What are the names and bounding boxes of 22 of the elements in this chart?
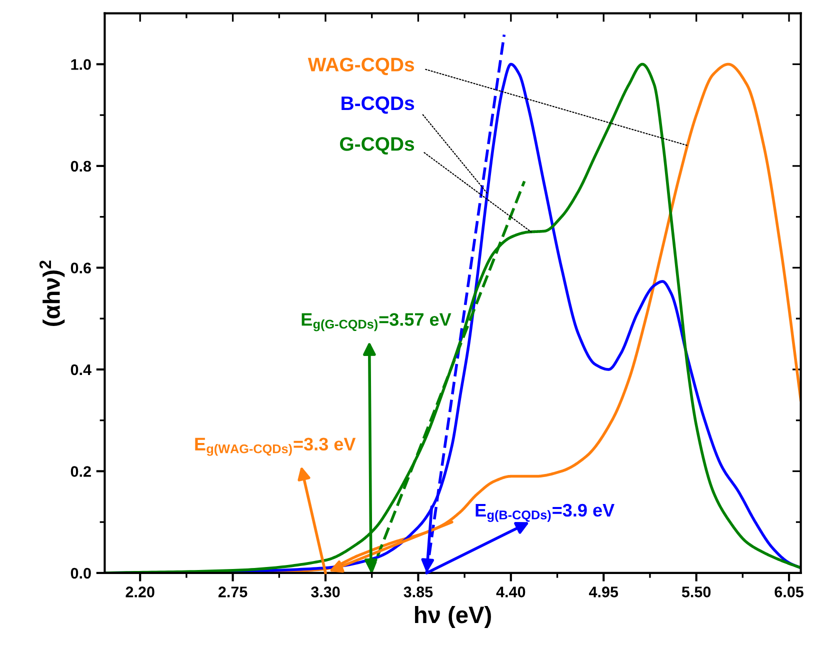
x-tick-label: 3.85 bbox=[404, 586, 433, 598]
text: WAG-CQDs bbox=[308, 58, 414, 76]
text: B-CQDs bbox=[342, 96, 414, 114]
y-tick-label: 0.2 bbox=[70, 466, 91, 477]
x-axis-title: hν (eV) bbox=[415, 606, 491, 628]
x-tick-label: 4.95 bbox=[588, 586, 618, 598]
annotation: E$_{g(WAG-CQDs)}$=3.3 eV bbox=[195, 438, 356, 456]
x-tick-label: 2.75 bbox=[218, 586, 248, 598]
y-tick-label: 0.6 bbox=[70, 262, 91, 274]
x-tick-label: 4.40 bbox=[496, 586, 526, 598]
annotation: E$_{g(G-CQDs)}$=3.57 eV bbox=[302, 313, 452, 332]
x-tick-label: 3.30 bbox=[310, 586, 340, 598]
annotation: E$_{g(B-CQDs)}$=3.9 eV bbox=[476, 504, 614, 522]
y-tick-label: 0.4 bbox=[70, 364, 92, 376]
x-tick-label: 5.50 bbox=[682, 586, 711, 598]
y-tick-label: 0.8 bbox=[70, 160, 92, 172]
x-tick-label: 2.20 bbox=[126, 586, 154, 598]
text: G-CQDs bbox=[340, 137, 414, 154]
y-tick-label: 1.0 bbox=[71, 59, 91, 70]
y-tick-label: 0.0 bbox=[70, 568, 91, 579]
y-axis-title: (αhν)$^{2}$ bbox=[39, 260, 65, 326]
x-tick-label: 6.05 bbox=[774, 586, 804, 598]
